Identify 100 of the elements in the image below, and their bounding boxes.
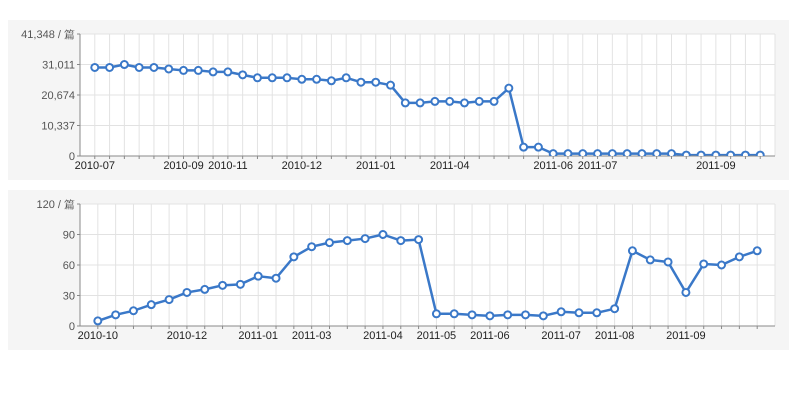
x-tick-label: 2010-12 bbox=[282, 160, 322, 172]
point bbox=[534, 142, 543, 152]
x-tick-label: 2010-09 bbox=[163, 160, 204, 172]
point bbox=[666, 149, 676, 156]
y-tick-label: 30 bbox=[62, 290, 75, 302]
x-tick-label: 2011-06 bbox=[470, 330, 510, 342]
point bbox=[90, 62, 100, 72]
point bbox=[194, 66, 203, 75]
point bbox=[414, 235, 424, 244]
point bbox=[450, 309, 459, 318]
point bbox=[282, 73, 292, 82]
point bbox=[120, 60, 129, 70]
point bbox=[223, 67, 232, 76]
point bbox=[699, 259, 708, 268]
point bbox=[272, 274, 281, 283]
point bbox=[324, 238, 334, 248]
point bbox=[490, 96, 499, 106]
point bbox=[474, 96, 484, 106]
point bbox=[360, 234, 370, 244]
point bbox=[460, 98, 469, 108]
y-tick-label: 120 / 篇 bbox=[36, 198, 75, 211]
point bbox=[432, 309, 441, 318]
point bbox=[342, 236, 352, 246]
y-tick-label: 0 bbox=[68, 320, 75, 333]
point bbox=[637, 149, 646, 156]
point bbox=[622, 149, 632, 156]
x-tick-label: 2011-07 bbox=[578, 160, 618, 172]
point bbox=[146, 300, 156, 310]
point bbox=[445, 96, 454, 106]
y-tick-label: 60 bbox=[62, 260, 75, 272]
point bbox=[105, 62, 114, 72]
point bbox=[681, 288, 690, 297]
point bbox=[578, 149, 588, 156]
point bbox=[503, 310, 512, 320]
point bbox=[378, 230, 388, 239]
point bbox=[149, 62, 158, 72]
x-tick-label: 2011-06 bbox=[533, 160, 573, 172]
point bbox=[386, 80, 396, 90]
point bbox=[556, 307, 566, 316]
x-tick-label: 2011-09 bbox=[696, 160, 736, 172]
point bbox=[268, 73, 277, 82]
y-tick-label: 41,348 / 篇 bbox=[21, 28, 75, 41]
y-tick-label: 0 bbox=[68, 150, 75, 163]
point bbox=[548, 149, 558, 156]
point bbox=[593, 149, 602, 156]
point bbox=[128, 306, 138, 316]
x-tick-label: 2011-04 bbox=[430, 160, 470, 172]
point bbox=[164, 295, 174, 304]
point bbox=[400, 98, 410, 108]
point bbox=[646, 255, 655, 264]
point bbox=[179, 66, 188, 75]
point bbox=[519, 142, 528, 152]
point bbox=[608, 149, 617, 156]
point bbox=[734, 252, 744, 262]
point bbox=[610, 304, 620, 314]
point bbox=[521, 310, 530, 320]
x-tick-label: 2011-01 bbox=[356, 160, 396, 172]
point bbox=[628, 246, 637, 256]
point bbox=[652, 149, 662, 156]
x-tick-label: 2011-05 bbox=[416, 330, 456, 342]
point bbox=[538, 311, 548, 320]
point bbox=[182, 288, 192, 297]
y-tick-label: 31,011 bbox=[42, 59, 75, 72]
x-tick-label: 2011-04 bbox=[363, 330, 403, 342]
point bbox=[371, 78, 380, 87]
point bbox=[218, 280, 228, 290]
point bbox=[312, 74, 322, 84]
x-tick-label: 2010-11 bbox=[208, 160, 248, 172]
x-tick-label: 2010-07 bbox=[74, 160, 115, 172]
x-tick-label: 2011-09 bbox=[666, 330, 706, 342]
x-tick-label: 2011-03 bbox=[292, 330, 332, 342]
point bbox=[356, 78, 366, 87]
point bbox=[717, 260, 726, 270]
point bbox=[252, 73, 262, 82]
point bbox=[396, 236, 406, 246]
x-tick-label: 2011-07 bbox=[541, 330, 581, 342]
point bbox=[200, 284, 210, 294]
point bbox=[752, 246, 762, 256]
point bbox=[236, 280, 245, 289]
point bbox=[430, 96, 440, 106]
point bbox=[504, 84, 514, 93]
point bbox=[326, 76, 336, 86]
y-tick-label: 10,337 bbox=[41, 120, 75, 132]
point bbox=[289, 252, 298, 262]
point bbox=[164, 64, 174, 74]
point bbox=[485, 311, 494, 320]
point bbox=[307, 242, 316, 252]
point bbox=[297, 74, 306, 84]
point bbox=[134, 62, 144, 72]
point bbox=[416, 98, 425, 108]
point bbox=[254, 272, 263, 281]
x-tick-label: 2011-01 bbox=[238, 330, 278, 342]
x-tick-label: 2011-08 bbox=[594, 330, 634, 342]
point bbox=[574, 308, 584, 318]
point bbox=[238, 70, 248, 80]
y-tick-label: 90 bbox=[62, 229, 75, 242]
point bbox=[93, 316, 102, 326]
point bbox=[208, 67, 218, 76]
x-tick-label: 2010-12 bbox=[166, 330, 208, 342]
y-tick-label: 20,674 bbox=[41, 90, 75, 102]
